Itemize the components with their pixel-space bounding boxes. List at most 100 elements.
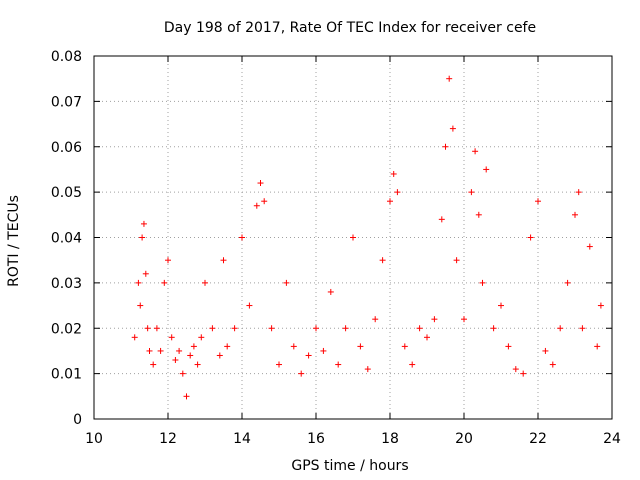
data-point [216, 352, 223, 359]
data-point [153, 325, 160, 332]
data-point [172, 357, 179, 364]
data-point [520, 370, 527, 377]
data-point [176, 347, 183, 354]
data-point [261, 198, 268, 205]
data-point [542, 347, 549, 354]
y-tick-label: 0 [73, 412, 82, 428]
data-point [298, 370, 305, 377]
data-point [146, 347, 153, 354]
data-point [313, 325, 319, 332]
x-tick-label: 22 [529, 431, 547, 447]
data-point [564, 279, 571, 286]
data-point [327, 288, 334, 295]
data-point [594, 343, 601, 350]
x-tick-label: 14 [233, 431, 251, 447]
data-point [157, 347, 164, 354]
data-point [140, 220, 147, 227]
data-point [137, 302, 144, 309]
y-tick-label: 0.08 [51, 49, 82, 65]
data-point [194, 361, 201, 368]
y-tick-label: 0.02 [51, 321, 82, 337]
data-point [290, 343, 297, 350]
data-point [401, 343, 408, 350]
data-point [572, 211, 578, 218]
data-point [142, 270, 149, 277]
data-point [379, 257, 386, 264]
x-tick-label: 16 [307, 431, 325, 447]
data-point [357, 343, 364, 350]
data-point [276, 361, 282, 368]
data-point [490, 325, 497, 332]
data-point [416, 325, 423, 332]
data-point [224, 343, 231, 350]
data-point [549, 361, 556, 368]
data-point [150, 361, 157, 368]
data-point [431, 316, 438, 323]
data-point [246, 302, 253, 309]
data-point [144, 325, 151, 332]
data-point [527, 234, 534, 241]
grid-lines [94, 56, 612, 419]
data-point [449, 125, 456, 132]
y-axis-label: ROTI / TECUs [6, 195, 22, 287]
data-point [597, 302, 604, 309]
data-point [165, 257, 171, 264]
data-point [512, 366, 519, 373]
data-point [498, 302, 504, 309]
data-point [409, 361, 416, 368]
data-point [364, 366, 371, 373]
x-tick-label: 20 [455, 431, 473, 447]
data-point [424, 334, 430, 341]
data-point [575, 189, 582, 196]
data-point [198, 334, 205, 341]
data-point [453, 257, 460, 264]
y-tick-label: 0.03 [51, 276, 82, 292]
data-point [190, 343, 197, 350]
axis-ticks: 10 12 14 16 18 20 22 24 0 0.01 0.02 0.03 0.04 0.05 0.0… [51, 49, 621, 447]
x-tick-label: 12 [159, 431, 177, 447]
data-point [187, 352, 194, 359]
data-point [179, 370, 186, 377]
x-tick-label: 10 [85, 431, 103, 447]
x-axis-label: GPS time / hours [291, 458, 408, 474]
data-point [390, 170, 397, 177]
data-point [239, 234, 245, 241]
data-point [394, 189, 401, 196]
data-point [135, 279, 142, 286]
data-point [483, 166, 490, 173]
data-point [579, 325, 586, 332]
y-tick-label: 0.05 [51, 185, 82, 201]
data-point [438, 216, 445, 223]
data-point [268, 325, 275, 332]
data-point [535, 198, 541, 205]
y-tick-label: 0.07 [51, 94, 82, 110]
data-point [446, 75, 453, 82]
data-point [283, 279, 290, 286]
data-point [342, 325, 349, 332]
y-tick-label: 0.06 [51, 140, 82, 156]
data-point [461, 316, 467, 323]
data-point [183, 393, 190, 400]
data-point [253, 202, 260, 209]
data-point [350, 234, 356, 241]
data-point [586, 243, 593, 250]
data-point [161, 279, 168, 286]
data-point [479, 279, 486, 286]
data-point [209, 325, 216, 332]
x-tick-label: 18 [381, 431, 399, 447]
data-point [505, 343, 512, 350]
data-point [557, 325, 564, 332]
data-point [372, 316, 379, 323]
data-point [468, 189, 475, 196]
data-point [220, 257, 227, 264]
data-point [202, 279, 208, 286]
data-points [131, 75, 604, 400]
data-point [320, 347, 327, 354]
data-point [131, 334, 138, 341]
data-point [139, 234, 146, 241]
y-tick-label: 0.01 [51, 367, 82, 383]
data-point [168, 334, 175, 341]
data-point [387, 198, 393, 205]
data-point [472, 148, 479, 155]
